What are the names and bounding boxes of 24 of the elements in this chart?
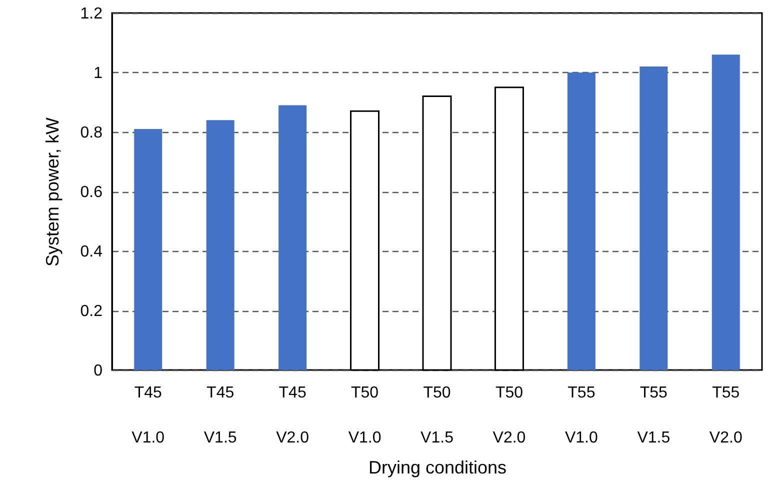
category-label: T50 V1.0 [348,384,382,446]
bar [567,72,596,370]
y-tick-label: 0.4 [80,244,103,260]
x-axis-title: Drying conditions [368,458,507,478]
bar [206,120,234,370]
category-label: T50 V1.5 [420,384,454,446]
y-tick-label: 0.6 [80,184,103,201]
y-tick-label: 0.2 [80,303,103,320]
y-tick-label: 0.8 [80,124,103,142]
category-label: T45 V1.0 [132,384,165,446]
category-label: T55 V1.5 [637,384,670,446]
category-label: T50 V2.0 [492,384,526,446]
y-axis-title: System power, kW [42,117,62,267]
category-label: T45 V2.0 [276,384,310,446]
category-label: T45 V1.5 [204,384,237,446]
category-label: T55 V2.0 [709,384,742,446]
category-label: T55 V1.0 [564,384,598,446]
bar [640,66,668,370]
bar [278,105,307,370]
bar [134,129,162,370]
y-tick-label: 0 [94,362,103,380]
y-tick-label: 1.2 [80,6,103,22]
bar [712,54,740,370]
y-tick-label: 1 [94,65,103,82]
